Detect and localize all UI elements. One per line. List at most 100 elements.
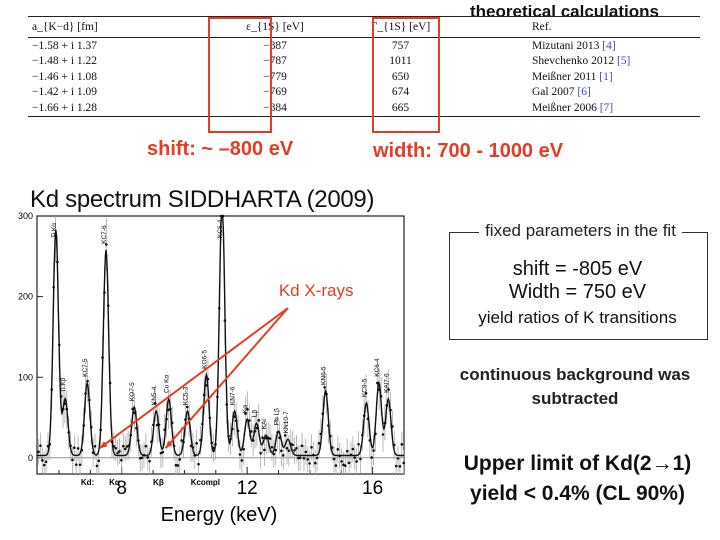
cell-width: 665 [339,100,462,117]
peak-label: KN10-7 [283,411,290,433]
cell-shift: −787 [263,55,287,68]
data-point [285,446,289,450]
ref-name: Gal 2007 [532,86,575,99]
table-row: −1.66 + i 1.28 −884 665 Meißner 2006 [7] [28,100,700,117]
data-point [123,447,127,451]
data-point [280,449,283,453]
data-point [336,448,340,451]
data-point [344,464,347,468]
data-point [146,456,150,459]
peak-label: Ti Kα [51,223,58,238]
data-point [313,461,317,465]
peak-label: KO6-5 [201,350,208,369]
peak-label: KN6-5 [321,366,328,385]
data-point [302,456,306,460]
data-point [340,460,343,463]
data-point [114,446,118,450]
data-point [298,456,302,460]
data-point [161,450,165,454]
data-point [293,448,296,452]
cell-scattering-length: −1.48 + i 1.22 [32,55,98,68]
table-row: −1.46 + i 1.08 −779 650 Meißner 2011 [1] [28,69,700,85]
col-header-shift: ε_{1S} [eV] [211,16,339,38]
table-row: −1.42 + i 1.09 −769 674 Gal 2007 [6] [28,85,700,101]
data-point [153,402,157,405]
data-point [249,430,253,433]
col-header-scattering-length: a_{K−d} [fm] [28,16,211,38]
x-tick-label: 16 [362,478,383,499]
kd-line-label: Kcompl [191,478,220,487]
data-point [195,442,198,445]
data-point [41,459,44,462]
data-point [398,465,402,468]
fit-width-value: Width = 750 eV [508,281,647,303]
cell-shift: −884 [211,100,339,117]
peak-label: Cu Kα [164,375,171,393]
y-tick-label: 100 [18,372,33,382]
data-point [310,446,313,449]
data-point [261,436,264,440]
data-point [263,448,266,452]
cell-width: 674 [391,86,410,99]
data-point [291,443,294,447]
data-point [287,449,291,452]
data-point [44,460,48,464]
annotation-arrow [99,307,289,450]
data-point [359,457,362,461]
cell-ref: Meißner 2006 [7] [462,100,700,117]
ref-link[interactable]: [6] [577,86,591,99]
fit-shift-value: shift = -805 eV [512,258,643,280]
data-point [37,450,40,454]
data-point [242,447,246,451]
cell-shift: −887 [263,39,287,52]
data-point [370,456,373,459]
data-point [381,433,385,436]
data-point [317,442,321,445]
data-point [402,461,405,465]
peak-label: KC6-4 [374,358,381,377]
data-point [174,463,178,467]
data-point [332,457,336,461]
data-point [71,458,74,462]
upper-limit-line1: Upper limit of Kd(2→1) [463,452,692,475]
data-point [308,462,311,465]
cell-scattering-length: −1.58 + i 1.37 [32,39,98,52]
peak-label: Pb Lβ [274,408,281,425]
data-point [178,458,182,461]
ref-link[interactable]: [5] [616,55,631,68]
peak-label: KAl7-6 [383,373,390,393]
data-point [351,447,355,451]
data-point [78,463,82,467]
data-point [387,388,390,391]
ref-link[interactable]: [7] [599,101,614,114]
data-point [244,412,247,415]
data-point [272,452,276,456]
data-point [97,459,101,463]
y-tick-label: 0 [28,453,33,463]
ref-name: Meißner 2011 [532,70,597,83]
x-axis-label: Energy (keV) [161,504,278,526]
ref-link[interactable]: [1] [599,70,613,83]
data-point [121,444,125,448]
data-point [315,456,319,460]
col-header-ref: Ref. [462,16,700,38]
annotation-arrowhead [99,441,108,449]
ref-link[interactable]: [4] [602,39,616,52]
data-point [73,446,76,450]
data-point [246,408,249,411]
spectrum-chart: 0 100 200 300 8 12 16 Energy (keV) Ti Kα Ti Kβ KC7… [18,211,405,526]
data-point [76,447,80,450]
cell-scattering-length: −1.66 + i 1.28 [28,100,211,117]
peak-label: KC5-3 [183,386,190,405]
data-point [105,243,108,246]
peak-label: Lβ [252,409,259,417]
peak-label: KAl [261,419,268,430]
cell-ref: Meißner 2011 [1] [462,69,700,85]
peak-label: KC7-6 [101,225,108,244]
cell-scattering-length: −1.42 + i 1.09 [32,86,98,99]
y-tick-label: 200 [18,292,33,302]
fit-box-title: fixed parameters in the fit [452,221,709,241]
table-row: −1.58 + i 1.37 −887 757 Mizutani 2013 [4… [28,38,700,54]
cell-width: 1011 [389,55,412,68]
data-point [176,464,180,467]
